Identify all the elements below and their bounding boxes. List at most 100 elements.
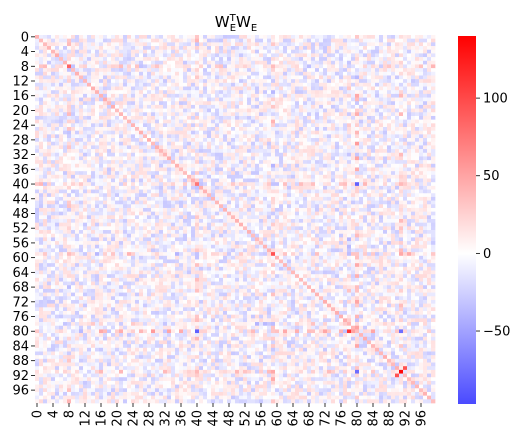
heatmap-cell	[63, 171, 68, 176]
heatmap-cell	[111, 204, 116, 209]
heatmap-cell	[95, 71, 100, 76]
heatmap-cell	[431, 152, 436, 157]
heatmap-cell	[411, 35, 416, 40]
heatmap-cell	[283, 204, 288, 209]
heatmap-cell	[227, 42, 232, 47]
heatmap-cell	[199, 86, 204, 91]
heatmap-cell	[139, 196, 144, 201]
heatmap-cell	[335, 182, 340, 187]
heatmap-cell	[71, 145, 76, 150]
heatmap-cell	[111, 171, 116, 176]
heatmap-cell	[247, 160, 252, 165]
heatmap-cell	[331, 35, 336, 40]
heatmap-cell	[299, 163, 304, 168]
heatmap-cell	[299, 145, 304, 150]
heatmap-cell	[71, 97, 76, 102]
heatmap-cell	[355, 130, 360, 135]
heatmap-cell	[423, 82, 428, 87]
heatmap-cell	[315, 178, 320, 183]
heatmap-cell	[351, 104, 356, 109]
heatmap-cell	[279, 115, 284, 120]
heatmap-cell	[347, 104, 352, 109]
heatmap-cell	[139, 200, 144, 205]
heatmap-cell	[207, 156, 212, 161]
heatmap-cell	[315, 68, 320, 73]
heatmap-cell	[231, 134, 236, 139]
heatmap-cell	[227, 127, 232, 132]
heatmap-cell	[391, 112, 396, 117]
heatmap-cell	[187, 79, 192, 84]
heatmap-cell	[287, 189, 292, 194]
heatmap-cell	[227, 163, 232, 168]
heatmap-cell	[195, 119, 200, 124]
heatmap-cell	[243, 189, 248, 194]
heatmap-cell	[283, 57, 288, 62]
heatmap-cell	[211, 215, 216, 220]
heatmap-cell	[383, 35, 388, 40]
heatmap-cell	[175, 38, 180, 43]
heatmap-cell	[155, 174, 160, 179]
heatmap-cell	[323, 68, 328, 73]
heatmap-cell	[35, 134, 40, 139]
heatmap-cell	[315, 156, 320, 161]
heatmap-cell	[83, 145, 88, 150]
heatmap-cell	[283, 104, 288, 109]
heatmap-cell	[127, 42, 132, 47]
heatmap-cell	[255, 160, 260, 165]
heatmap-cell	[355, 57, 360, 62]
heatmap-cell	[307, 57, 312, 62]
heatmap-cell	[331, 46, 336, 51]
heatmap-cell	[371, 189, 376, 194]
heatmap-cell	[151, 145, 156, 150]
heatmap-cell	[75, 90, 80, 95]
heatmap-cell	[143, 156, 148, 161]
heatmap-cell	[127, 115, 132, 120]
heatmap-cell	[291, 97, 296, 102]
heatmap-cell	[83, 185, 88, 190]
heatmap-cell	[155, 90, 160, 95]
heatmap-cell	[419, 185, 424, 190]
heatmap-cell	[411, 130, 416, 135]
heatmap-cell	[187, 104, 192, 109]
heatmap-cell	[295, 152, 300, 157]
heatmap-cell	[183, 82, 188, 87]
heatmap-cell	[319, 35, 324, 40]
heatmap-cell	[103, 134, 108, 139]
heatmap-cell	[43, 71, 48, 76]
heatmap-cell	[223, 160, 228, 165]
heatmap-cell	[239, 79, 244, 84]
heatmap-cell	[407, 189, 412, 194]
heatmap-cell	[295, 53, 300, 58]
heatmap-cell	[39, 104, 44, 109]
heatmap-cell	[67, 60, 72, 65]
heatmap-cell	[291, 49, 296, 54]
heatmap-cell	[411, 138, 416, 143]
heatmap-cell	[199, 97, 204, 102]
heatmap-cell	[191, 215, 196, 220]
heatmap-cell	[231, 138, 236, 143]
heatmap-cell	[403, 38, 408, 43]
heatmap-cell	[279, 35, 284, 40]
heatmap-cell	[403, 138, 408, 143]
heatmap-cell	[199, 138, 204, 143]
heatmap-cell	[391, 115, 396, 120]
heatmap-cell	[35, 178, 40, 183]
heatmap-cell	[47, 104, 52, 109]
heatmap-cell	[175, 160, 180, 165]
heatmap-cell	[211, 75, 216, 80]
heatmap-cell	[139, 86, 144, 91]
heatmap-cell	[211, 207, 216, 212]
heatmap-cell	[103, 211, 108, 216]
heatmap-cell	[271, 71, 276, 76]
heatmap-cell	[183, 112, 188, 117]
heatmap-cell	[195, 79, 200, 84]
heatmap-cell	[315, 49, 320, 54]
heatmap-cell	[163, 141, 168, 146]
heatmap-cell	[235, 82, 240, 87]
heatmap-cell	[91, 141, 96, 146]
heatmap-cell	[123, 167, 128, 172]
heatmap-cell	[207, 115, 212, 120]
heatmap-cell	[95, 193, 100, 198]
heatmap-cell	[419, 152, 424, 157]
heatmap-cell	[339, 119, 344, 124]
